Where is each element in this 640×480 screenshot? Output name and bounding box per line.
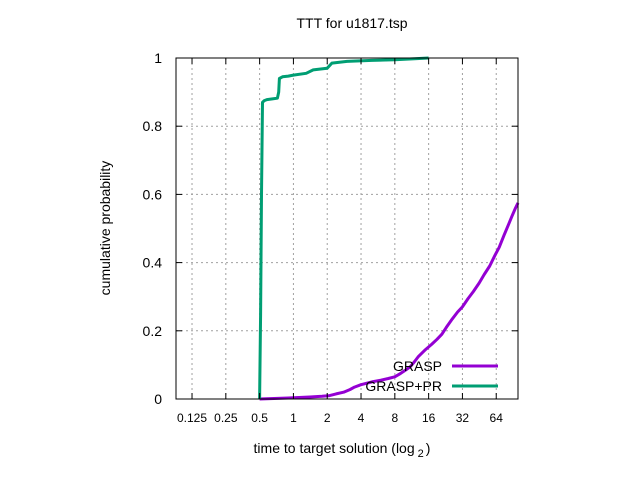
- y-tick-label: 0.6: [143, 186, 163, 202]
- x-tick-label: 8: [391, 411, 398, 425]
- axis-ticks: 0.125 0.25 0.5 1 2 4 8 16 32 64 0 0.2 0.4 0.6 0.8 1: [143, 50, 518, 425]
- x-tick-label: 32: [456, 411, 470, 425]
- plot-area: [258, 56, 520, 401]
- x-tick-label: 0.25: [214, 411, 238, 425]
- x-axis-label: time to target solution (log 2): [254, 440, 431, 460]
- x-tick-label: 0.125: [177, 411, 207, 425]
- x-tick-label: 0.5: [251, 411, 268, 425]
- series-line-1: [259, 202, 520, 401]
- y-tick-label: 0.2: [143, 323, 163, 339]
- x-tick-label: 1: [290, 411, 297, 425]
- legend: GRASP GRASP+PR: [365, 358, 498, 394]
- chart-title: TTT for u1817.tsp: [296, 15, 407, 31]
- y-tick-label: 1: [154, 50, 162, 66]
- x-tick-label: 2: [324, 411, 331, 425]
- x-axis-label-subscript: 2: [418, 448, 424, 460]
- x-tick-label: 4: [358, 411, 365, 425]
- y-tick-label: 0.8: [143, 118, 163, 134]
- y-tick-label: 0.4: [143, 255, 163, 271]
- x-axis-label-suffix: ): [426, 440, 431, 456]
- legend-label: GRASP+PR: [365, 378, 442, 394]
- x-tick-label: 64: [490, 411, 504, 425]
- legend-label: GRASP: [393, 358, 442, 374]
- series-line-2: [258, 56, 429, 400]
- y-tick-label: 0: [154, 391, 162, 407]
- x-tick-label: 16: [422, 411, 436, 425]
- grid: [176, 57, 518, 400]
- y-axis-label: cumulative probability: [97, 161, 113, 296]
- plot-frame: [175, 57, 519, 400]
- x-axis-label-text: time to target solution (log: [254, 440, 415, 456]
